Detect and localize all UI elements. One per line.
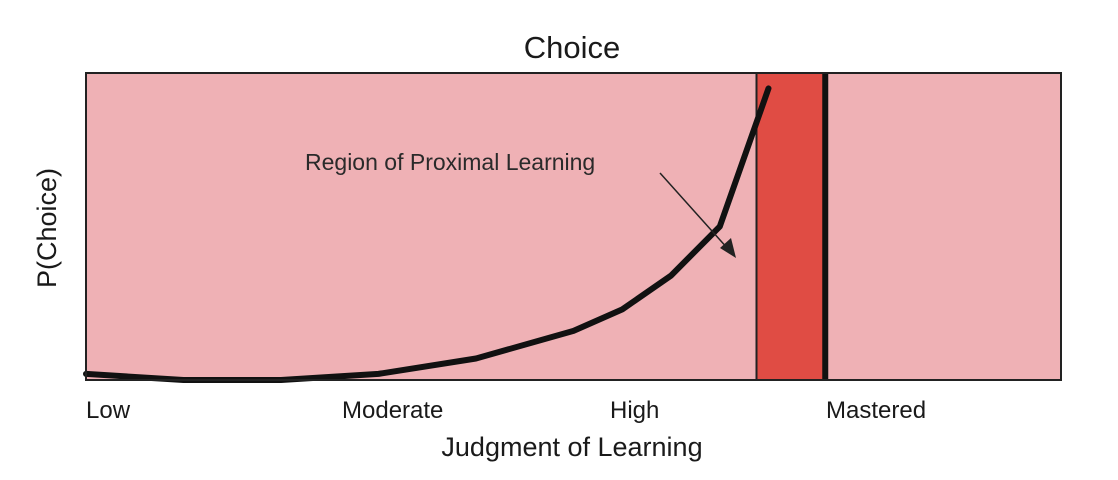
y-axis-label: P(Choice) (32, 168, 62, 288)
plot-area: Region of Proximal Learning (83, 72, 1062, 383)
annotation-arrow (659, 172, 736, 258)
plot-border (85, 72, 1062, 381)
x-axis-label: Judgment of Learning (441, 432, 702, 462)
x-tick-label: Low (86, 397, 131, 424)
annotation-arrow-head (720, 238, 736, 258)
annotation-arrow-shaft (659, 172, 730, 251)
x-tick-label: Mastered (826, 397, 926, 424)
region-of-proximal-learning (755, 72, 827, 381)
annotation-label: Region of Proximal Learning (305, 149, 595, 175)
x-tick-labels: Low Moderate High Mastered (86, 397, 926, 424)
chart-title: Choice (524, 30, 621, 65)
x-tick-label: High (610, 397, 659, 424)
x-tick-label: Moderate (342, 397, 443, 424)
